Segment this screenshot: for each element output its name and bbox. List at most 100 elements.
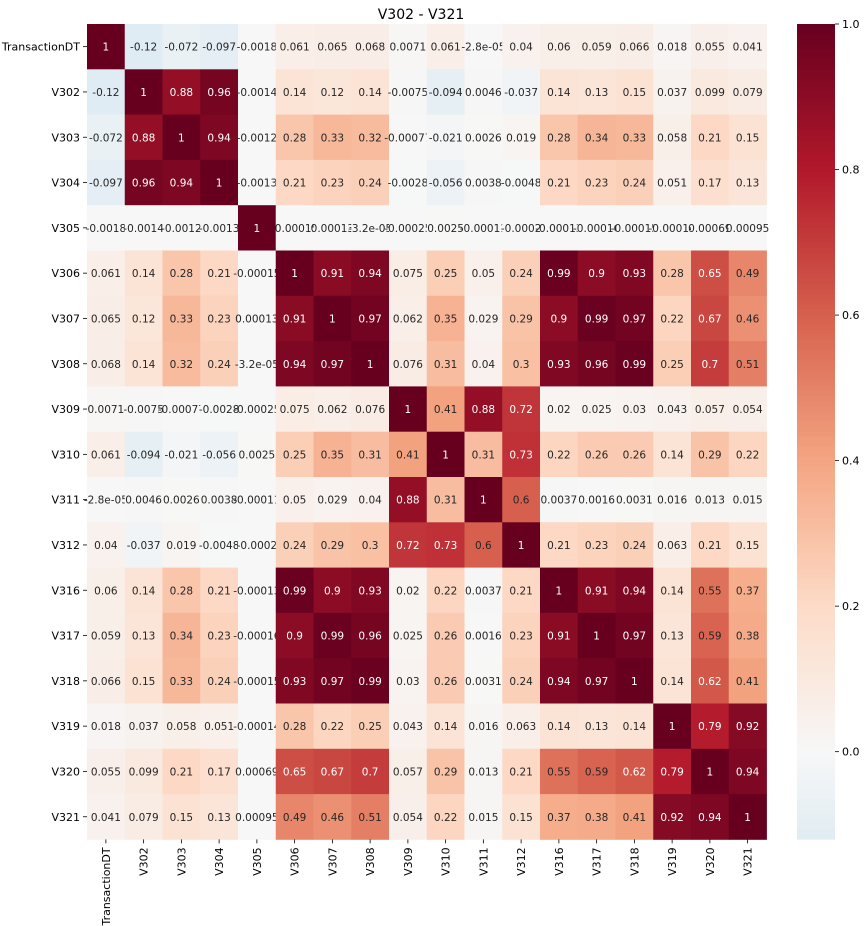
colorbar-segment: [797, 701, 835, 708]
cell-label-V306-V319: 0.28: [660, 268, 683, 280]
cell-label-V316-V321: 0.37: [736, 585, 759, 597]
colorbar-segment: [797, 676, 835, 682]
cell-label-V307-V318: 0.97: [623, 313, 646, 325]
cell-label-V316-V316: 1: [556, 585, 563, 597]
cell-label-V320-V304: 0.17: [207, 766, 230, 778]
cell-label-TransactionDT-V305: -0.0018: [237, 42, 278, 54]
cell-V303-TransactionDT: [87, 114, 126, 161]
cell-label-V309-V304: -0.0028: [199, 404, 240, 416]
colorbar-segment: [797, 742, 835, 748]
cell-label-V317-V306: 0.9: [286, 631, 303, 643]
cell-label-V316-V303: 0.28: [170, 585, 193, 597]
colorbar-segment: [797, 523, 835, 529]
cell-V307-V305: [238, 295, 277, 342]
cell-V303-V320: [691, 114, 730, 161]
cell-V317-V317: [577, 612, 616, 659]
cell-V316-V318: [615, 567, 654, 614]
y-tick-label-V306: V306: [51, 267, 80, 280]
cell-label-V306-V307: 0.91: [321, 268, 344, 280]
cell-V302-TransactionDT: [87, 69, 126, 115]
cell-V311-V310: [426, 477, 465, 523]
cell-V307-V303: [162, 295, 201, 342]
cell-label-V307-V309: 0.062: [393, 313, 423, 325]
cell-V320-V316: [540, 748, 579, 795]
cell-V312-V319: [653, 522, 692, 568]
cell-V306-V306: [275, 250, 314, 297]
cell-V316-V307: [313, 567, 352, 614]
cell-label-V305-V307: 0.00013: [311, 223, 354, 235]
cell-V306-V316: [540, 250, 579, 297]
cell-V319-V309: [389, 703, 428, 750]
cell-label-V308-V320: 0.7: [702, 359, 719, 371]
cell-V316-V310: [426, 567, 465, 614]
cell-label-V316-V319: 0.14: [660, 585, 684, 597]
cell-V320-V306: [275, 748, 314, 795]
colorbar-segment: [797, 390, 835, 397]
cell-V319-V308: [351, 703, 390, 750]
cell-label-V304-V309: -0.0028: [388, 178, 429, 190]
cell-label-V303-V305: -0.0012: [237, 132, 278, 144]
cell-V308-V317: [577, 341, 616, 387]
cell-V311-V302: [124, 477, 163, 523]
cell-V319-V306: [275, 703, 314, 750]
colorbar-segment: [797, 166, 835, 173]
cell-TransactionDT-V306: [275, 24, 314, 70]
colorbar-segment: [797, 579, 835, 585]
cell-label-V319-V308: 0.25: [358, 721, 381, 733]
cell-V310-V308: [351, 431, 390, 478]
cell-V307-V312: [502, 295, 541, 342]
cell-label-V316-V304: 0.21: [207, 585, 230, 597]
chart-title: V302 - V321: [378, 7, 465, 23]
colorbar-segment: [797, 365, 835, 371]
cell-label-V302-V308: 0.14: [358, 87, 382, 99]
cell-V304-V307: [313, 159, 352, 206]
y-tick-label-V320: V320: [51, 765, 80, 778]
cell-V318-V311: [464, 658, 503, 704]
cell-V307-V320: [691, 295, 730, 342]
cell-V318-V304: [200, 658, 239, 704]
cell-V309-V303: [162, 386, 201, 433]
x-tick-label-V319: V319: [666, 847, 679, 876]
cell-label-V306-V305: -0.00015: [233, 268, 280, 280]
colorbar-segment: [797, 355, 835, 361]
cell-V320-V305: [238, 748, 277, 795]
cell-V316-V309: [389, 567, 428, 614]
cell-TransactionDT-V311: [464, 24, 503, 70]
cell-V320-V320: [691, 748, 730, 795]
cell-label-V310-V303: -0.021: [164, 449, 198, 461]
cell-label-V302-V307: 0.12: [321, 87, 344, 99]
colorbar-segment: [797, 757, 835, 764]
cell-label-V304-V320: 0.17: [698, 178, 721, 190]
cell-label-V304-V304: 1: [216, 178, 223, 190]
colorbar-segment: [797, 518, 835, 524]
colorbar-segment: [797, 813, 835, 820]
cell-label-V318-V312: 0.24: [509, 676, 533, 688]
cell-V304-V302: [124, 159, 163, 206]
colorbar-segment: [797, 309, 835, 315]
cell-label-V318-V302: 0.15: [132, 676, 155, 688]
cell-V320-V304: [200, 748, 239, 795]
cell-label-V303-V312: 0.019: [506, 132, 536, 144]
cell-V319-V303: [162, 703, 201, 750]
cell-label-V303-V310: -0.021: [429, 132, 463, 144]
colorbar-segment: [797, 222, 835, 229]
colorbar-segment: [797, 85, 835, 91]
cell-V311-TransactionDT: [87, 477, 126, 523]
cell-label-V318-V319: 0.14: [660, 676, 684, 688]
cell-V320-V309: [389, 748, 428, 795]
colorbar-segment: [797, 385, 835, 392]
colorbar-segment: [797, 456, 835, 463]
y-tick-label-V311: V311: [51, 494, 80, 507]
cell-label-V307-V310: 0.35: [434, 313, 457, 325]
cell-V321-V306: [275, 794, 314, 840]
cell-TransactionDT-V312: [502, 24, 541, 70]
colorbar-tick-label-0.0: 0.0: [842, 746, 860, 759]
colorbar-segment: [797, 777, 835, 784]
cell-V305-V305: [238, 205, 277, 251]
cell-label-TransactionDT-TransactionDT: 1: [103, 42, 110, 54]
colorbar-segment: [797, 161, 835, 168]
cell-label-V308-V302: 0.14: [132, 359, 156, 371]
cell-V318-V312: [502, 658, 541, 704]
cell-V303-V310: [426, 114, 465, 161]
cell-V302-V317: [577, 69, 616, 115]
